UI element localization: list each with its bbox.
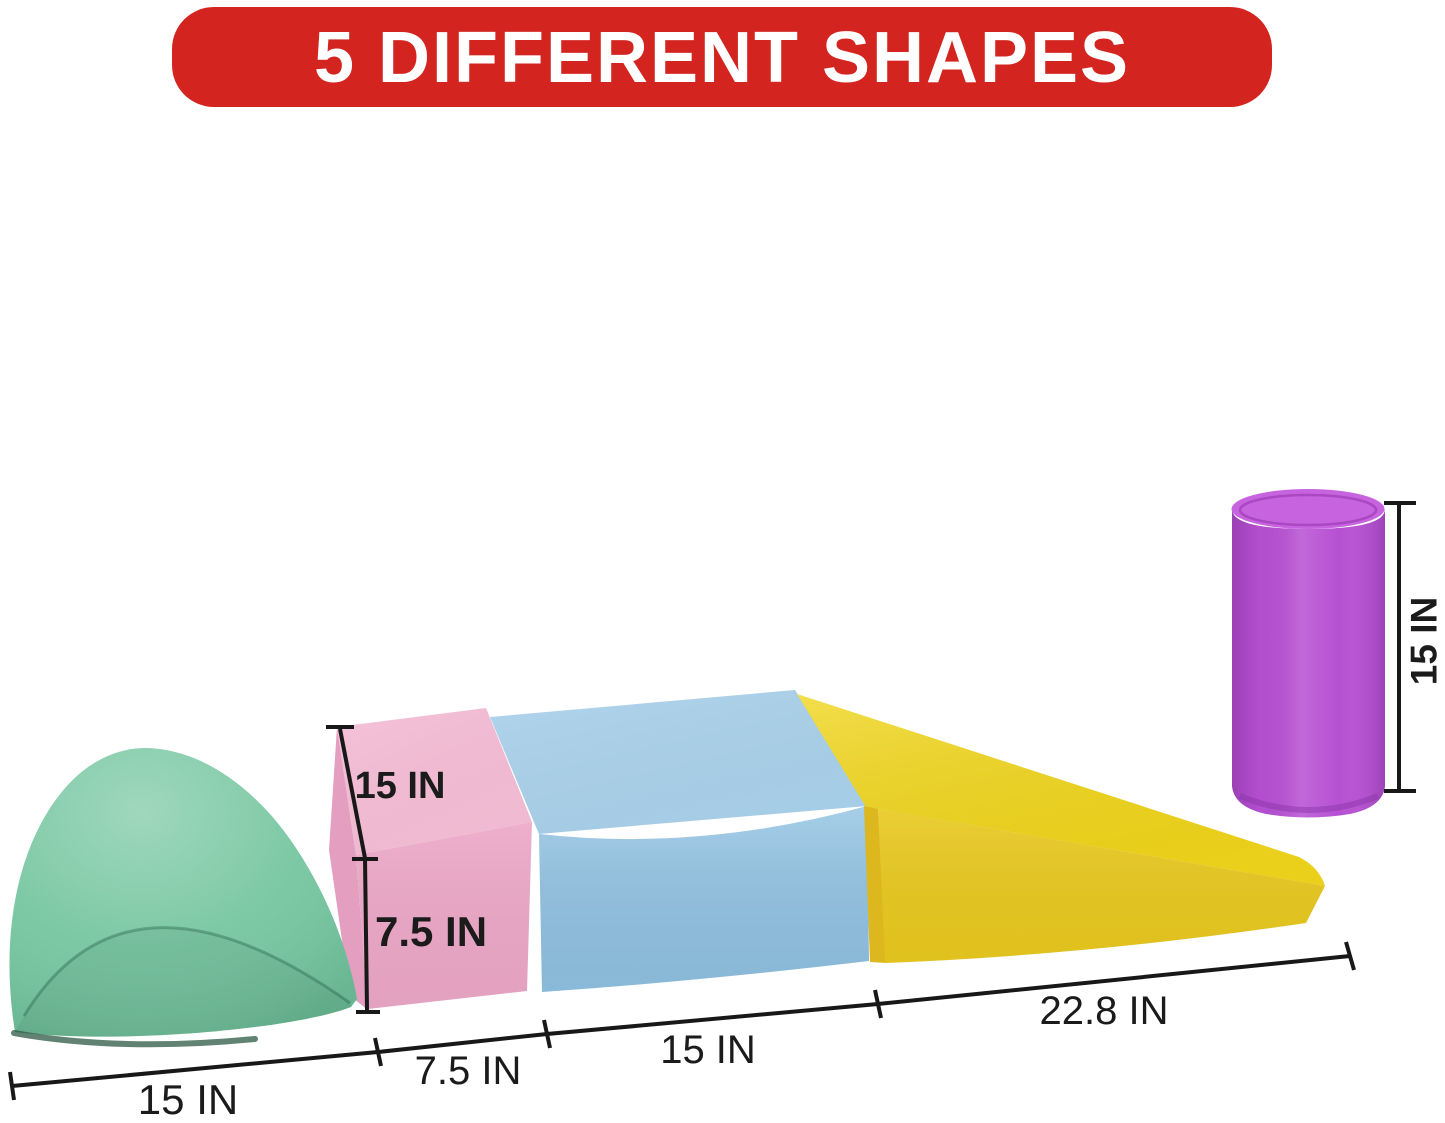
ramp-left-edge-face (864, 806, 887, 963)
cylinder-top-face (1231, 489, 1385, 529)
ramp-front-shading (878, 809, 1325, 963)
ramp-slope-shading (797, 694, 1325, 886)
purple-cylinder-height-label: 15 IN (1403, 596, 1445, 686)
blue-block-width-label: 15 IN (660, 1028, 756, 1072)
yellow-ramp-length-label: 22.8 IN (1039, 989, 1169, 1033)
green-half-cylinder-shape (9, 748, 358, 1048)
cylinder-top-seam (1238, 493, 1378, 527)
green-half-cylinder-width-label: 15 IN (137, 1076, 239, 1123)
blue-block-front-shading (539, 806, 869, 992)
pink-block-shape (329, 708, 532, 1010)
bottom-tick-pink-blue (542, 1019, 552, 1049)
pink-block-depth-label: 15 IN (354, 765, 446, 807)
bottom-tick-blue-yellow (873, 989, 883, 1019)
bottom-tick-start (8, 1071, 16, 1101)
pink-block-width-label: 7.5 IN (414, 1049, 522, 1093)
yellow-ramp-shape (797, 694, 1325, 963)
dome-front-face-tint (15, 927, 351, 1037)
headline-banner: 5 DIFFERENT SHAPES (172, 7, 1272, 107)
pink-depth-line (338, 728, 367, 859)
pink-block-height-label: 7.5 IN (374, 908, 488, 955)
dome-shading (9, 748, 358, 1037)
headline-text: 5 DIFFERENT SHAPES (313, 18, 1131, 98)
dimension-lines (8, 501, 1416, 1101)
pink-block-front-shading (356, 822, 532, 1009)
pink-block-top-shading (337, 708, 532, 855)
cylinder-body-shading (1232, 509, 1385, 818)
pink-height-line (363, 857, 369, 1011)
bottom-tick-green-pink (373, 1037, 383, 1067)
cylinder-bottom-shadow (1238, 793, 1380, 813)
dome-bottom-shadow (11, 1030, 258, 1048)
dome-seam (22, 926, 351, 1017)
blue-block-shape (490, 690, 869, 992)
bottom-tick-end (1344, 941, 1356, 971)
purple-cylinder-shape (1231, 489, 1385, 818)
blue-block-top-shading (490, 690, 867, 834)
pink-block-left-face (329, 727, 368, 1010)
